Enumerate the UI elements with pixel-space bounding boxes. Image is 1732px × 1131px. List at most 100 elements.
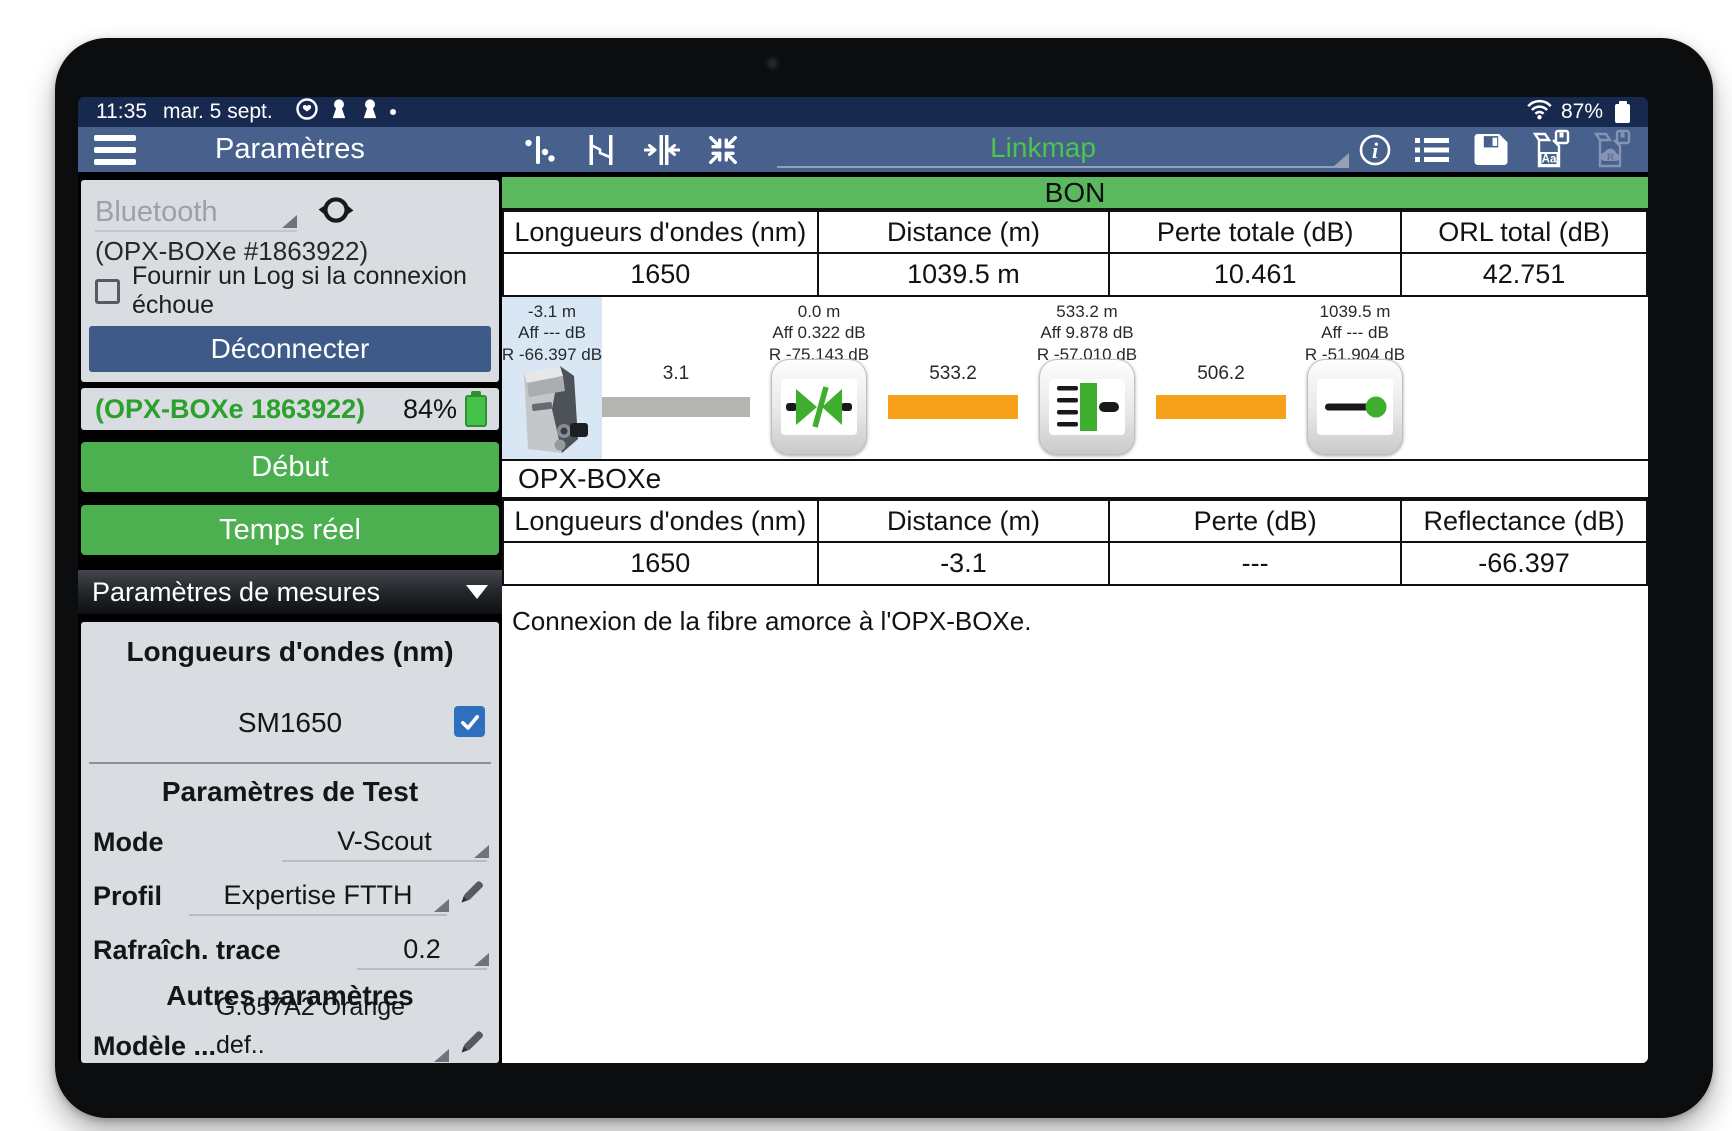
splitter-event-button[interactable] — [1039, 359, 1135, 455]
linkmap-event-fiber-end: 1039.5 m Aff --- dB R -51.904 dB — [1286, 297, 1424, 459]
refresh-trace-dropdown[interactable]: 0.2 — [357, 928, 489, 970]
dropdown-triangle-icon — [474, 953, 489, 966]
event-labels: 0.0 m Aff 0.322 dB R -75.143 dB — [724, 301, 914, 365]
start-button[interactable]: Début — [81, 442, 499, 492]
bluetooth-device-id: (OPX-BOXe #1863922) — [95, 236, 369, 266]
mode-row: Mode V-Scout — [81, 818, 499, 862]
model-row: Modèle ... G.657A2 Orange def.. — [81, 993, 499, 1063]
profile-row: Profil Expertise FTTH — [81, 872, 499, 916]
summary-value-cell: 42.751 — [1400, 252, 1648, 297]
realtime-button[interactable]: Temps réel — [81, 505, 499, 555]
summary-value-cell: 1039.5 m — [816, 252, 1111, 297]
notification-dot-icon — [389, 109, 396, 115]
event-header-cell: Reflectance (dB) — [1400, 499, 1648, 543]
dropdown-triangle-icon — [434, 1049, 449, 1062]
collapse-view-icon[interactable] — [705, 133, 741, 167]
view-selector-value: Linkmap — [990, 132, 1096, 163]
fiber-bar — [888, 395, 1018, 419]
linkmap-event-connector: 0.0 m Aff 0.322 dB R -75.143 dB — [750, 297, 888, 459]
event-header-cell: Perte (dB) — [1108, 499, 1403, 543]
wavelengths-label: Longueurs d'ondes (nm) — [126, 636, 454, 667]
profile-value: Expertise FTTH — [223, 880, 413, 910]
bluetooth-dropdown[interactable]: Bluetooth — [95, 192, 297, 232]
save-report-cloud-icon: R — [1592, 129, 1632, 171]
selected-event-label: OPX-BOXe — [518, 463, 662, 494]
linkmap-segment-launch: 3.1 — [602, 297, 750, 459]
event-header-cell: Longueurs d'ondes (nm) — [502, 499, 819, 543]
bluetooth-panel: Bluetooth (OPX-BOXe #1863922) Fournir un… — [81, 180, 499, 382]
event-description: Connexion de la fibre amorce à l'OPX-BOX… — [512, 606, 1032, 636]
event-header-row: Longueurs d'ondes (nm) Distance (m) Pert… — [502, 499, 1648, 543]
disconnect-button[interactable]: Déconnecter — [89, 326, 491, 372]
bluetooth-label: Bluetooth — [95, 196, 218, 228]
fiber-end-icon — [1325, 396, 1387, 418]
zoom-to-event-icon[interactable] — [644, 134, 680, 166]
edit-pencil-icon[interactable] — [457, 877, 487, 912]
summary-table: Longueurs d'ondes (nm) Distance (m) Pert… — [502, 210, 1648, 297]
measure-params-header[interactable]: Paramètres de mesures — [78, 570, 502, 614]
event-value-row: 1650 -3.1 --- -66.397 — [502, 541, 1648, 586]
trace-cursors-icon[interactable] — [583, 134, 619, 166]
battery-percent-text: 87% — [1560, 100, 1603, 123]
content-filler — [502, 637, 1648, 1063]
summary-header-cell: Distance (m) — [816, 210, 1111, 254]
tablet-camera — [767, 58, 778, 69]
dropdown-triangle-icon — [434, 899, 449, 912]
linkmap-event-opx-boxe[interactable]: -3.1 m Aff --- dB R -66.397 dB — [502, 297, 602, 459]
event-value-cell: --- — [1108, 541, 1403, 586]
event-distance: -3.1 m — [527, 302, 577, 321]
event-table: Longueurs d'ondes (nm) Distance (m) Pert… — [502, 499, 1648, 586]
fiber-bar — [1156, 395, 1286, 419]
wavelength-checkbox[interactable] — [454, 706, 485, 737]
event-loss: Aff 0.322 dB — [772, 323, 866, 343]
status-bar: 11:35 mar. 5 sept. — [78, 97, 1648, 127]
connected-device-row: (OPX-BOXe 1863922) 84% — [81, 388, 499, 430]
linkmap-segment-fiber: 533.2 — [888, 297, 1018, 459]
sidebar-title: Paramètres — [215, 133, 365, 165]
event-reflectance: R -75.143 dB — [768, 344, 870, 364]
heart-circle-icon — [295, 97, 319, 127]
dropdown-triangle-icon — [1334, 153, 1349, 166]
summary-value-cell: 1650 — [502, 252, 819, 297]
notification-pawn-icon — [359, 97, 381, 127]
refresh-trace-value: 0.2 — [403, 934, 441, 964]
test-params-header: Paramètres de Test — [161, 776, 419, 807]
main-area: Linkmap i — [502, 127, 1648, 1063]
event-distance: 0.0 m — [797, 302, 841, 321]
tablet-frame: 11:35 mar. 5 sept. — [55, 38, 1713, 1118]
linkmap-content: BON Longueurs d'ondes (nm) Distance (m) … — [502, 172, 1648, 1063]
menu-icon[interactable] — [94, 134, 136, 165]
event-markers-icon[interactable] — [522, 134, 558, 166]
event-list-icon[interactable] — [1413, 134, 1451, 166]
dropdown-triangle-icon — [282, 215, 297, 228]
save-report-text-icon[interactable]: Aa — [1531, 129, 1571, 171]
linkmap-segment-fiber: 506.2 — [1156, 297, 1286, 459]
event-labels: 1039.5 m Aff --- dB R -51.904 dB — [1260, 301, 1450, 365]
connector-event-button[interactable] — [771, 359, 867, 455]
refresh-trace-label: Rafraîch. trace — [93, 935, 281, 965]
save-icon[interactable] — [1472, 132, 1510, 167]
view-selector-dropdown[interactable]: Linkmap — [777, 130, 1349, 168]
event-header-cell: Distance (m) — [816, 499, 1111, 543]
clock-text: 11:35 — [96, 100, 147, 123]
summary-value-cell: 10.461 — [1108, 252, 1403, 297]
otdr-device-image — [524, 366, 588, 453]
mode-dropdown[interactable]: V-Scout — [282, 820, 489, 862]
info-icon[interactable]: i — [1358, 133, 1392, 167]
fiber-end-event-button[interactable] — [1307, 359, 1403, 455]
summary-header-row: Longueurs d'ondes (nm) Distance (m) Pert… — [502, 210, 1648, 254]
measure-params-title: Paramètres de mesures — [92, 576, 381, 607]
profile-dropdown[interactable]: Expertise FTTH — [189, 874, 449, 916]
event-reflectance: R -66.397 dB — [501, 344, 603, 364]
log-checkbox[interactable] — [95, 278, 120, 304]
selected-event-title: OPX-BOXe — [502, 461, 1648, 499]
edit-pencil-icon[interactable] — [457, 1027, 487, 1062]
event-loss: Aff --- dB — [518, 323, 586, 343]
segment-length: 506.2 — [1197, 363, 1245, 384]
event-value-cell: -3.1 — [816, 541, 1111, 586]
segment-length: 533.2 — [929, 363, 977, 384]
refresh-icon[interactable] — [317, 193, 355, 232]
model-dropdown[interactable]: G.657A2 Orange def.. — [216, 993, 449, 1063]
report-cloud-glyph: R — [1607, 152, 1614, 163]
